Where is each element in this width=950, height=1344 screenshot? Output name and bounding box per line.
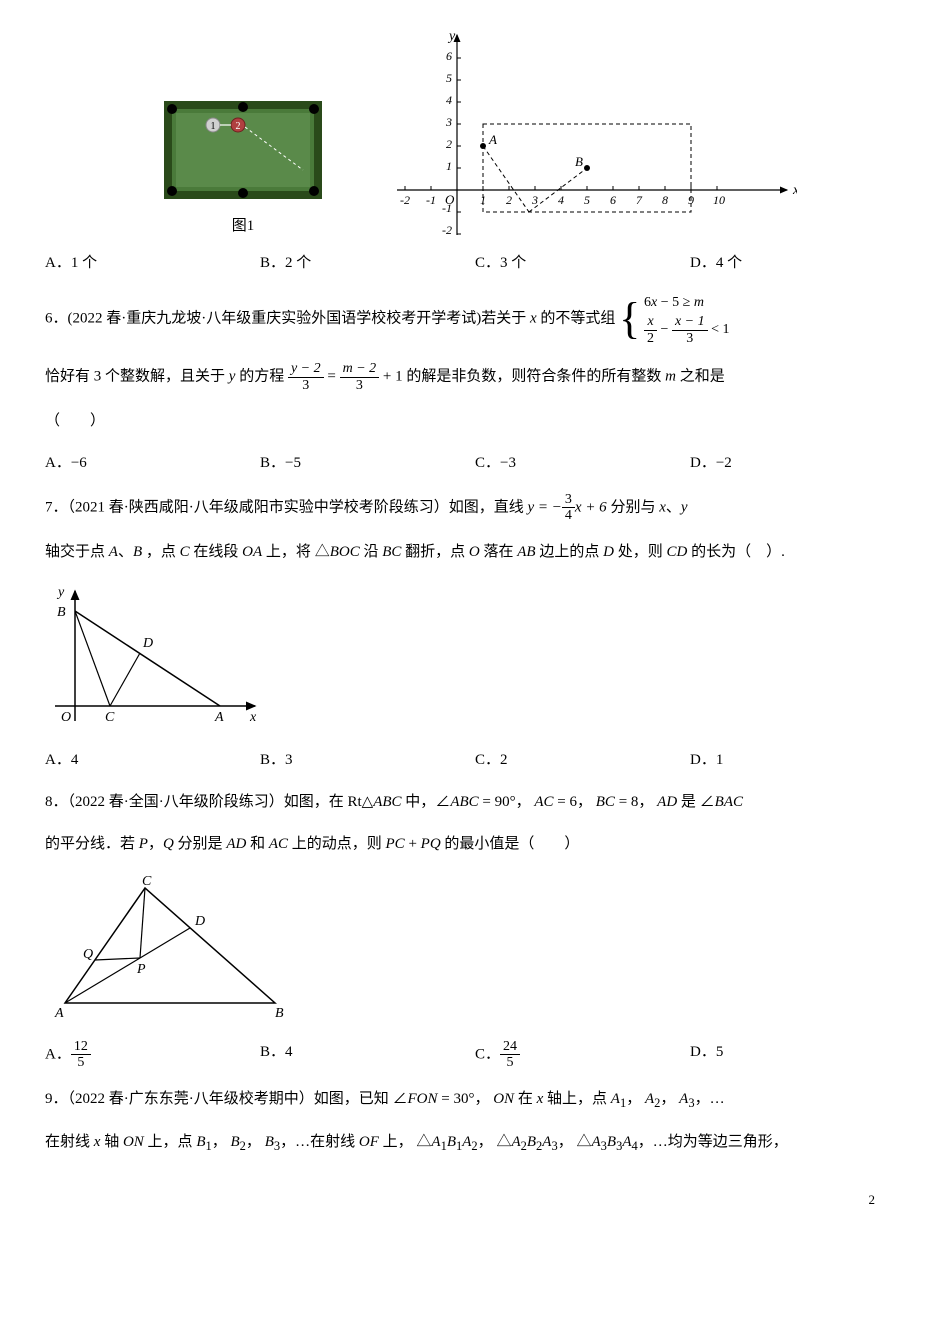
svg-text:3: 3: [445, 115, 452, 129]
q7-opt-b: B．3: [260, 747, 475, 774]
svg-text:A: A: [214, 710, 224, 725]
svg-text:x: x: [249, 710, 257, 725]
svg-text:1: 1: [446, 159, 452, 173]
figure-2: x y O -2 -1 1 2 3 4 5 6 7 8 9 10 1 2 3 4…: [377, 30, 797, 240]
q5-opt-d: D．4 个: [690, 250, 905, 277]
fig1-label: 图1: [232, 217, 255, 234]
q5-opt-b: B．2 个: [260, 250, 475, 277]
svg-text:-1: -1: [426, 193, 436, 207]
q7-line2: 轴交于点 A、B ，点 C 在线段 OA 上，将 △BOC 沿 BC 翻折，点 …: [45, 539, 905, 566]
svg-text:y: y: [447, 30, 456, 44]
svg-text:D: D: [142, 636, 153, 651]
q8-opt-a: A．125: [45, 1039, 260, 1071]
q6-opt-b: B．−5: [260, 450, 475, 477]
svg-text:4: 4: [446, 93, 452, 107]
q8-opt-b: B．4: [260, 1039, 475, 1071]
svg-text:B: B: [57, 605, 66, 620]
svg-text:2: 2: [446, 137, 452, 151]
svg-text:2: 2: [506, 193, 512, 207]
svg-text:7: 7: [636, 193, 643, 207]
q5-opt-c: C．3 个: [475, 250, 690, 277]
svg-text:B: B: [575, 154, 583, 169]
brace-icon: {: [619, 297, 640, 341]
svg-text:y: y: [56, 585, 65, 600]
svg-text:A: A: [54, 1006, 64, 1021]
q9-line2: 在射线 x 轴 ON 上，点 B1， B2， B3，…在射线 OF 上， △A1…: [45, 1129, 905, 1158]
q6-paren: （ ）: [45, 408, 905, 435]
svg-text:D: D: [194, 914, 205, 929]
q6-line2: 恰好有 3 个整数解，且关于 y 的方程 y − 23 = m − 23 + 1…: [45, 361, 905, 393]
q8-stem: 8．（2022 春·全国·八年级阶段练习）如图，在 Rt△ABC 中，∠ABC …: [45, 789, 905, 816]
q6-opt-a: A．−6: [45, 450, 260, 477]
q6-opt-d: D．−2: [690, 450, 905, 477]
svg-text:-2: -2: [400, 193, 410, 207]
q8-opt-c: C．245: [475, 1039, 690, 1071]
svg-text:5: 5: [446, 71, 452, 85]
svg-text:Q: Q: [83, 947, 93, 962]
q7-options: A．4 B．3 C．2 D．1: [45, 747, 905, 774]
q9-stem: 9．（2022 春·广东东莞·八年级校考期中）如图，已知 ∠FON = 30°，…: [45, 1086, 905, 1115]
svg-text:C: C: [142, 874, 152, 889]
figures-row: 1 2 图1 x y O -2 -1 1 2 3 4 5 6 7: [45, 30, 905, 240]
q8-opt-d: D．5: [690, 1039, 905, 1071]
svg-text:x: x: [792, 183, 797, 198]
svg-text:-1: -1: [442, 201, 452, 215]
q5-options: A．1 个 B．2 个 C．3 个 D．4 个: [45, 250, 905, 277]
page-number: 2: [45, 1188, 905, 1211]
q7-opt-d: D．1: [690, 747, 905, 774]
q6-opt-c: C．−3: [475, 450, 690, 477]
svg-text:10: 10: [713, 193, 725, 207]
q7-stem: 7．（2021 春·陕西咸阳·八年级咸阳市实验中学校考阶段练习）如图，直线 y …: [45, 492, 905, 524]
q6-stem: 6．(2022 春·重庆九龙坡·八年级重庆实验外国语学校校考开学考试)若关于 x…: [45, 292, 905, 346]
svg-text:O: O: [61, 710, 71, 725]
q7-figure: y B D O C A x: [45, 581, 265, 731]
q8-line2: 的平分线．若 P，Q 分别是 AD 和 AC 上的动点，则 PC + PQ 的最…: [45, 831, 905, 858]
svg-text:A: A: [488, 132, 497, 147]
svg-text:5: 5: [584, 193, 590, 207]
q6-options: A．−6 B．−5 C．−3 D．−2: [45, 450, 905, 477]
q5-opt-a: A．1 个: [45, 250, 260, 277]
svg-text:3: 3: [531, 193, 538, 207]
q8-figure: C D Q P A B: [45, 873, 305, 1023]
figure-1: 1 2 图1: [153, 90, 333, 240]
svg-text:1: 1: [211, 121, 216, 132]
svg-text:B: B: [275, 1006, 284, 1021]
svg-text:P: P: [136, 962, 146, 977]
svg-text:-2: -2: [442, 223, 452, 237]
q8-options: A．125 B．4 C．245 D．5: [45, 1039, 905, 1071]
svg-text:C: C: [105, 710, 115, 725]
svg-text:8: 8: [662, 193, 668, 207]
svg-text:2: 2: [236, 121, 241, 132]
q7-opt-a: A．4: [45, 747, 260, 774]
svg-text:6: 6: [610, 193, 616, 207]
q7-opt-c: C．2: [475, 747, 690, 774]
svg-text:4: 4: [558, 193, 564, 207]
inequality-system: 6x − 5 ≥ m x2 − x − 13 < 1: [644, 292, 729, 346]
svg-text:6: 6: [446, 49, 452, 63]
